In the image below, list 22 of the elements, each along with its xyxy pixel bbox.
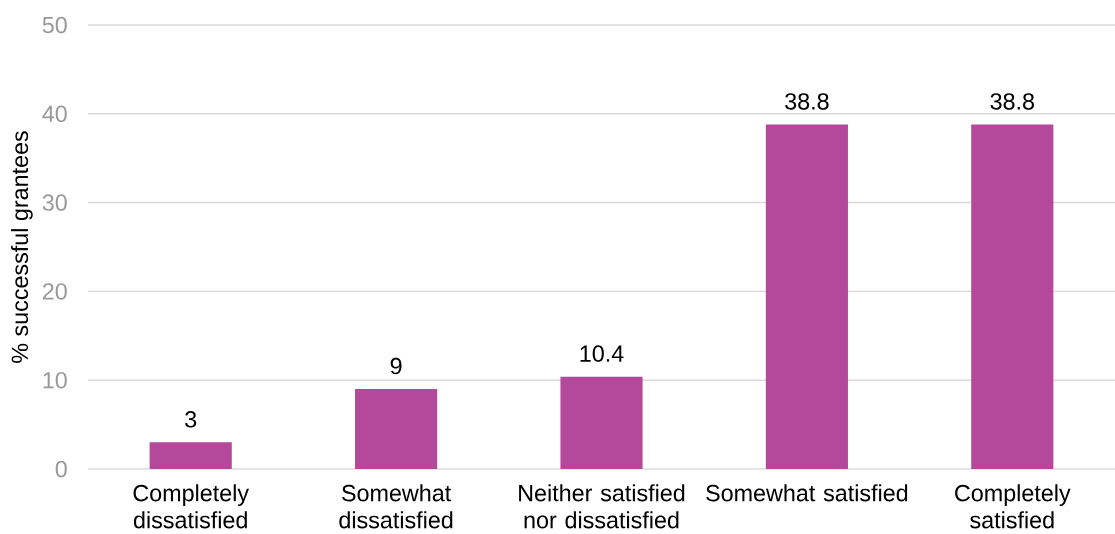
x-tick-label: Neither satisfied nor dissatisfied [519, 484, 685, 529]
y-tick-label: 0 [55, 460, 67, 478]
x-tick-label: Completely satisfied [955, 484, 1071, 529]
y-tick-label: 10 [43, 371, 67, 389]
bar [149, 442, 232, 469]
y-tick-label: 50 [42, 16, 67, 34]
y-tick-label: 20 [42, 283, 67, 300]
bar [560, 376, 643, 469]
bar [355, 389, 438, 469]
x-tick-label: Somewhat satisfied [706, 484, 908, 502]
data-label: 3 [185, 411, 197, 428]
x-tick-label: Completely dissatisfied [133, 484, 249, 529]
bar [765, 124, 848, 469]
y-axis-title: % successful grantees [10, 131, 33, 363]
data-label: 38.8 [990, 93, 1034, 110]
data-label: 10.4 [580, 345, 624, 362]
x-tick-label: Somewhat dissatisfied [339, 484, 453, 529]
y-tick-label: 30 [42, 194, 67, 211]
data-label: 38.8 [785, 93, 829, 110]
data-label: 9 [390, 357, 402, 375]
bar [971, 124, 1054, 469]
y-tick-label: 40 [42, 105, 67, 123]
